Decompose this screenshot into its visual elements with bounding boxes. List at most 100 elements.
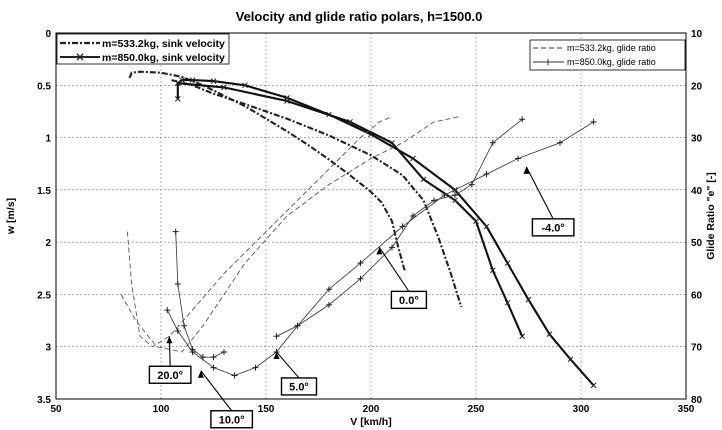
series-point-marker bbox=[420, 176, 427, 183]
series-point-marker bbox=[557, 139, 563, 146]
series-point-marker bbox=[504, 299, 511, 306]
series-point-marker bbox=[389, 139, 395, 146]
annotation-box bbox=[390, 290, 428, 310]
x-tick-label: 250 bbox=[468, 404, 485, 415]
y-tick-label-left: 0.5 bbox=[37, 81, 51, 92]
y-axis-label-right: Glide Ratio "e" [-] bbox=[705, 172, 717, 260]
annotation-label: 10.0° bbox=[219, 414, 245, 426]
annotation-label: 0.0° bbox=[399, 295, 419, 307]
series-point-marker bbox=[210, 364, 217, 371]
y-tick-label-left: 1.5 bbox=[37, 186, 51, 197]
series-point-marker bbox=[164, 307, 171, 314]
y-tick-label-left: 3 bbox=[45, 343, 51, 354]
series-point-marker bbox=[284, 98, 290, 104]
series-point-marker bbox=[452, 197, 458, 204]
series-point-marker bbox=[189, 346, 196, 353]
series-point-marker bbox=[210, 354, 217, 361]
y-tick-label-right: 40 bbox=[691, 186, 703, 197]
series-line-4 bbox=[177, 82, 524, 337]
series-line-6 bbox=[126, 116, 393, 348]
x-tick-label: 300 bbox=[573, 404, 590, 415]
series-point-marker bbox=[181, 322, 188, 329]
annotation-label: 20.0° bbox=[157, 370, 183, 382]
series-point-marker bbox=[389, 244, 395, 251]
series-point-marker bbox=[252, 364, 259, 371]
series-point-marker bbox=[326, 301, 332, 308]
series-point-marker bbox=[294, 322, 301, 329]
legend-right-item-1: m=533.2kg, glide ratio bbox=[567, 43, 656, 53]
grid bbox=[56, 33, 686, 399]
annotation-label: -4.0° bbox=[541, 222, 564, 234]
series-point-marker bbox=[519, 333, 526, 340]
series-line-1 bbox=[128, 70, 406, 271]
series-point-marker bbox=[590, 382, 597, 389]
y-tick-label-left: 3.5 bbox=[37, 395, 51, 406]
series-point-marker bbox=[189, 77, 196, 83]
y-tick-label-right: 50 bbox=[691, 238, 703, 249]
series-point-marker bbox=[519, 116, 526, 123]
series-point-marker bbox=[515, 155, 521, 162]
x-axis-label: V [km/h] bbox=[350, 416, 391, 428]
chart-title: Velocity and glide ratio polars, h=1500.… bbox=[236, 9, 483, 24]
series-point-marker bbox=[174, 96, 181, 102]
x-tick-label: 50 bbox=[50, 404, 62, 415]
y-tick-label-left: 1 bbox=[45, 134, 51, 145]
series-point-marker bbox=[179, 77, 185, 83]
series-point-marker bbox=[483, 171, 490, 178]
y-tick-label-left: 2 bbox=[45, 238, 51, 249]
annotation-box bbox=[148, 365, 192, 384]
series-point-marker bbox=[567, 356, 574, 363]
x-tick-label: 100 bbox=[153, 404, 170, 415]
y-tick-label-right: 60 bbox=[691, 290, 703, 301]
series-point-marker bbox=[210, 78, 217, 84]
y-tick-label-left: 0 bbox=[45, 29, 51, 40]
series-point-marker bbox=[357, 260, 364, 267]
series-point-marker bbox=[489, 139, 496, 146]
annotation-box bbox=[210, 410, 254, 429]
annotation-arrow bbox=[276, 351, 300, 379]
annotation-box bbox=[280, 377, 318, 396]
series-point-marker bbox=[410, 155, 416, 162]
series-point-marker bbox=[431, 197, 437, 204]
series-point-marker bbox=[326, 286, 332, 293]
annotation-arrow bbox=[378, 247, 410, 292]
series-group bbox=[120, 70, 597, 389]
series-point-marker bbox=[590, 118, 597, 125]
series-point-marker bbox=[221, 84, 227, 91]
series-point-marker bbox=[525, 296, 532, 303]
x-tick-label: 350 bbox=[678, 404, 695, 415]
y-axis-label-left: w [m/s] bbox=[5, 198, 17, 235]
series-point-marker bbox=[504, 260, 511, 266]
series-point-marker bbox=[174, 280, 181, 287]
x-tick-label: 200 bbox=[363, 404, 380, 415]
series-line-2 bbox=[171, 79, 463, 308]
series-point-marker bbox=[174, 328, 181, 335]
series-point-marker bbox=[473, 218, 479, 225]
series-point-marker bbox=[441, 192, 448, 199]
legend-left-item-1: m=533.2kg, sink velocity bbox=[102, 38, 225, 50]
legend-left-item-2: m=850.0kg, sink velocity bbox=[102, 52, 225, 64]
series-line-3 bbox=[176, 79, 595, 387]
series-point-marker bbox=[200, 354, 206, 361]
series-point-marker bbox=[221, 348, 227, 355]
series-point-marker bbox=[452, 192, 458, 199]
series-line-5 bbox=[120, 116, 460, 353]
annotations: 20.0° 10.0° 5.0° 0.0° -4.0° bbox=[148, 166, 575, 429]
y-tick-label-right: 70 bbox=[691, 343, 703, 354]
series-point-marker bbox=[172, 228, 179, 235]
y-tick-label-left: 2.5 bbox=[37, 290, 51, 301]
plot-frame bbox=[55, 32, 687, 400]
series-point-marker bbox=[174, 80, 181, 87]
y-tick-label-right: 20 bbox=[691, 81, 703, 92]
y-tick-label-right: 10 bbox=[691, 29, 703, 40]
y-tick-label-right: 30 bbox=[691, 134, 703, 145]
annotation-arrow bbox=[525, 166, 554, 220]
series-point-marker bbox=[399, 223, 406, 230]
series-point-marker bbox=[347, 119, 353, 125]
series-point-marker bbox=[468, 181, 475, 188]
series-point-marker bbox=[410, 213, 416, 219]
annotation-arrowhead bbox=[523, 166, 530, 174]
series-point-marker bbox=[546, 331, 553, 338]
annotation-arrowhead bbox=[273, 351, 280, 359]
series-point-marker bbox=[489, 267, 496, 274]
